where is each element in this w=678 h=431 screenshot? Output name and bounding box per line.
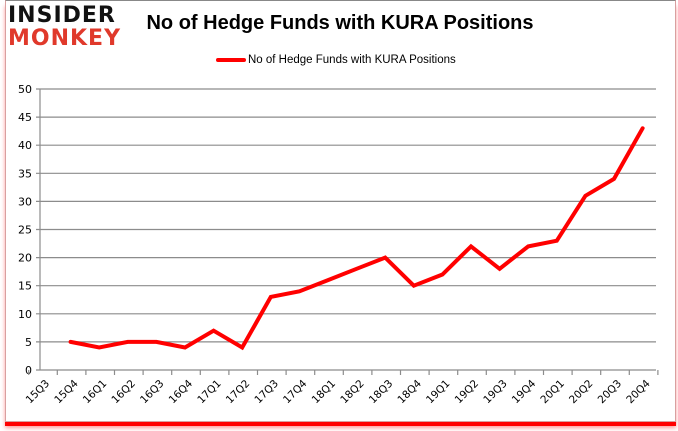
chart-frame [5,0,676,422]
x-tick-label: 18Q3 [367,378,396,407]
x-tick-label: 19Q3 [481,378,510,407]
x-tick-label: 20Q2 [567,378,596,407]
x-tick-label: 17Q1 [195,378,224,407]
x-tick-label: 15Q4 [52,377,81,406]
x-tick-label: 18Q4 [395,377,424,406]
x-tick-label: 17Q3 [252,378,281,407]
x-tick-label: 17Q2 [224,378,253,407]
y-tick-label: 25 [18,224,32,237]
x-tick-label: 16Q2 [109,378,138,407]
x-tick-label: 19Q2 [453,378,482,407]
x-tick-label: 17Q4 [281,377,310,406]
x-tick-label: 18Q2 [338,378,367,407]
x-tick-label: 16Q4 [167,377,196,406]
x-tick-label: 15Q3 [24,378,53,407]
series-line [68,126,645,351]
y-tick-label: 20 [18,252,32,265]
x-tick-label: 16Q1 [81,378,110,407]
y-tick-label: 50 [18,83,32,96]
legend-label: No of Hedge Funds with KURA Positions [248,54,456,66]
insider-monkey-logo: INSIDER MONKEY [8,4,128,50]
logo-line-2: MONKEY [8,26,122,51]
y-tick-label: 5 [25,336,32,349]
y-tick-label: 10 [18,308,32,321]
chart-title: No of Hedge Funds with KURA Positions [146,12,534,34]
x-tick-label: 20Q1 [538,378,567,407]
y-tick-label: 30 [18,195,32,208]
y-tick-label: 40 [18,139,32,152]
x-tick-label: 19Q4 [510,377,539,406]
y-tick-label: 45 [18,111,32,124]
x-tick-label: 19Q1 [424,378,453,407]
chart-legend: No of Hedge Funds with KURA Positions [216,54,456,66]
y-tick-label: 15 [18,280,32,293]
x-tick-label: 16Q3 [138,378,167,407]
legend-line-swatch-icon [216,58,246,62]
x-tick-label: 20Q4 [624,377,653,406]
x-tick-label: 18Q1 [310,378,339,407]
logo-line-1: INSIDER [8,3,116,28]
y-tick-label: 35 [18,167,32,180]
x-tick-label: 20Q3 [596,378,625,407]
